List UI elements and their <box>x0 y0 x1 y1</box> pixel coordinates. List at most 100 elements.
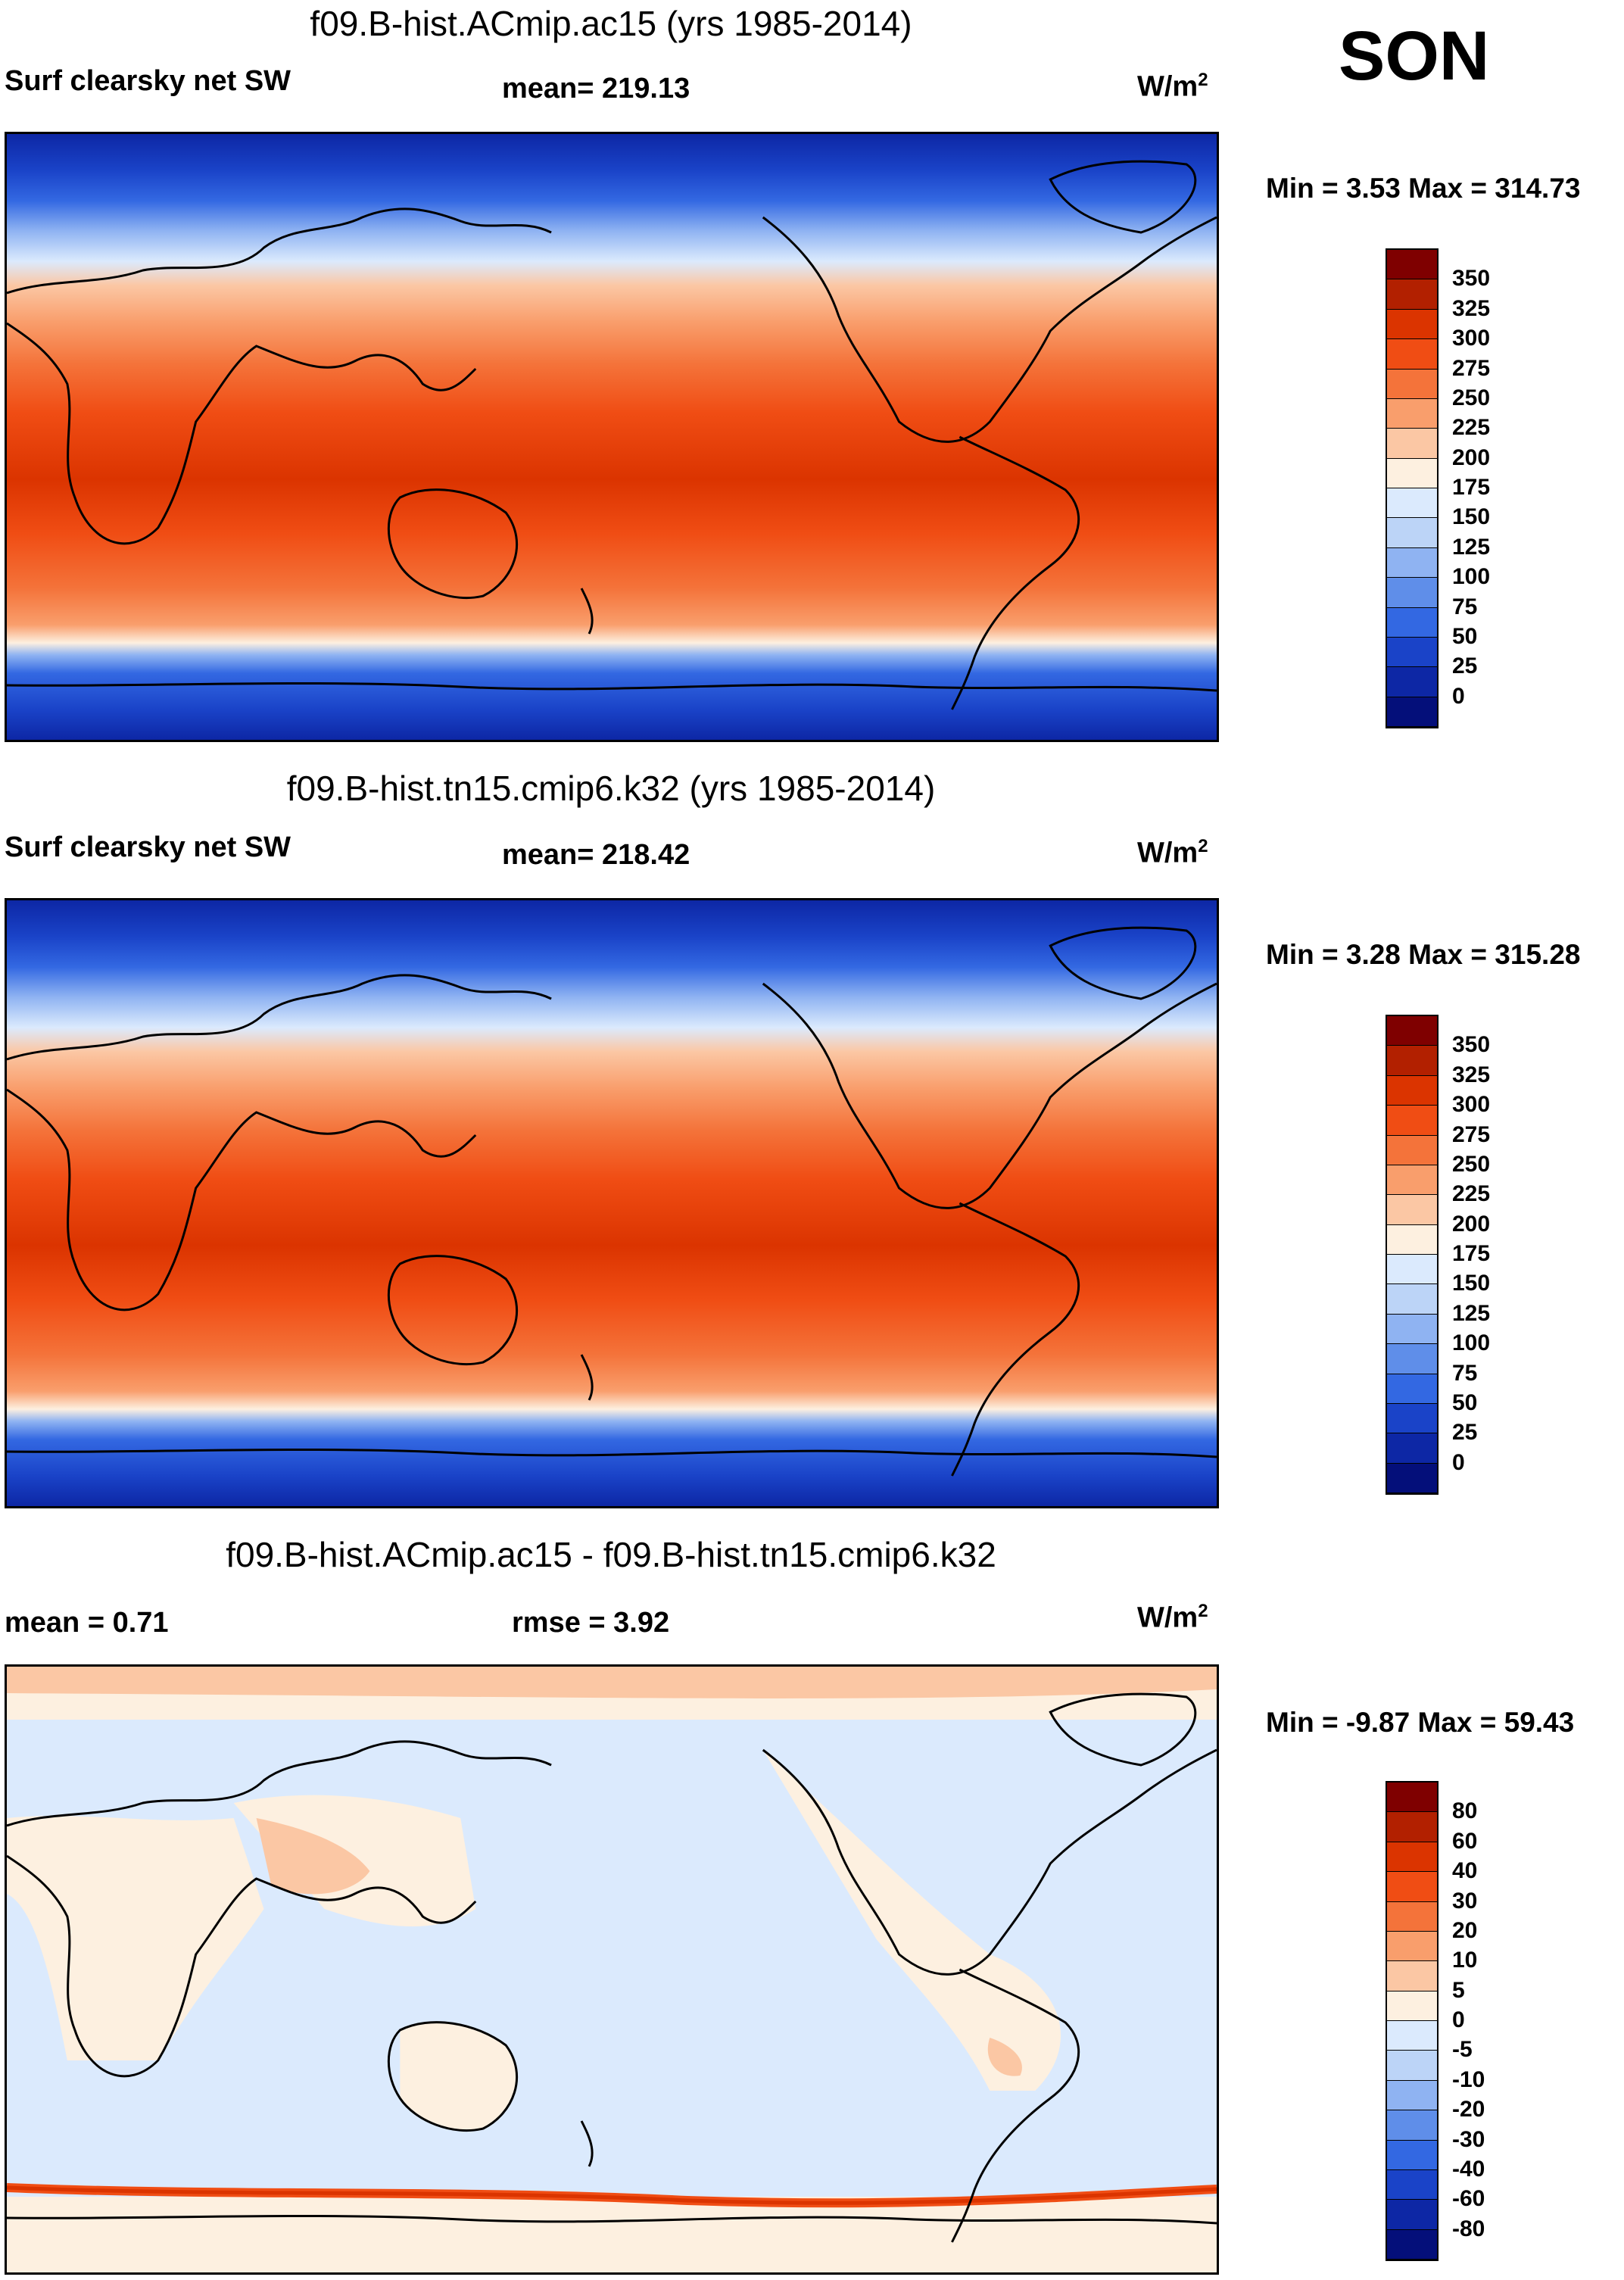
colorbar-tick-label: 100 <box>1452 1330 1491 1356</box>
colorbar-segment <box>1387 667 1437 697</box>
panel3-colorbar <box>1386 1781 1439 2261</box>
colorbar-tick-label: 125 <box>1452 1300 1491 1326</box>
colorbar-tick-label: 40 <box>1452 1858 1478 1884</box>
colorbar-tick-label: 75 <box>1452 1360 1478 1386</box>
colorbar-segment <box>1387 1374 1437 1404</box>
colorbar-segment <box>1387 1901 1437 1932</box>
panel2-map <box>5 898 1219 1508</box>
colorbar-tick-label: -30 <box>1452 2126 1485 2152</box>
panel2-minmax: Min = 3.28 Max = 315.28 <box>1266 939 1581 970</box>
colorbar-segment <box>1387 2051 1437 2081</box>
colorbar-tick-label: 325 <box>1452 1062 1491 1087</box>
colorbar-tick-label: 0 <box>1452 2007 1465 2032</box>
colorbar-segment <box>1387 339 1437 370</box>
colorbar-segment <box>1387 1314 1437 1345</box>
colorbar-segment <box>1387 2080 1437 2111</box>
panel1-map-svg <box>7 134 1217 740</box>
colorbar-segment <box>1387 2021 1437 2051</box>
colorbar-segment <box>1387 1872 1437 1902</box>
panel3-rmse-label: rmse = 3.92 <box>512 1607 670 1639</box>
panel1-units: W/m2 <box>1137 70 1208 103</box>
panel1-title: f09.B-hist.ACmip.ac15 (yrs 1985-2014) <box>310 4 912 43</box>
panel1-mean-label: mean= 219.13 <box>502 73 690 104</box>
colorbar-tick-label: 175 <box>1452 475 1491 500</box>
colorbar-segment <box>1387 2140 1437 2170</box>
colorbar-tick-label: 60 <box>1452 1828 1478 1854</box>
colorbar-tick-label: -5 <box>1452 2037 1473 2063</box>
colorbar-segment <box>1387 2200 1437 2230</box>
colorbar-segment <box>1387 1842 1437 1873</box>
colorbar-tick-label: 150 <box>1452 504 1491 530</box>
colorbar-tick-label: 275 <box>1452 1121 1491 1147</box>
panel2-map-svg <box>7 900 1217 1506</box>
colorbar-segment <box>1387 1075 1437 1106</box>
colorbar-segment <box>1387 1463 1437 1493</box>
colorbar-segment <box>1387 1046 1437 1076</box>
colorbar-tick-label: 0 <box>1452 1449 1465 1475</box>
colorbar-tick-label: 50 <box>1452 623 1478 649</box>
colorbar-segment <box>1387 1433 1437 1464</box>
colorbar-tick-label: 350 <box>1452 266 1491 292</box>
colorbar-tick-label: 250 <box>1452 385 1491 410</box>
colorbar-segment <box>1387 637 1437 668</box>
colorbar-segment <box>1387 1991 1437 2021</box>
colorbar-segment <box>1387 458 1437 488</box>
colorbar-tick-label: 275 <box>1452 355 1491 381</box>
colorbar-tick-label: 125 <box>1452 534 1491 560</box>
colorbar-segment <box>1387 1165 1437 1196</box>
colorbar-segment <box>1387 1344 1437 1374</box>
colorbar-tick-label: 200 <box>1452 1211 1491 1237</box>
panel3-minmax: Min = -9.87 Max = 59.43 <box>1266 1707 1575 1738</box>
colorbar-segment <box>1387 1106 1437 1136</box>
colorbar-tick-label: 250 <box>1452 1151 1491 1177</box>
colorbar-segment <box>1387 1961 1437 1991</box>
colorbar-segment <box>1387 250 1437 280</box>
colorbar-tick-label: 225 <box>1452 1181 1491 1207</box>
colorbar-tick-label: 350 <box>1452 1032 1491 1058</box>
colorbar-segment <box>1387 1195 1437 1225</box>
colorbar-segment <box>1387 279 1437 310</box>
colorbar-segment <box>1387 1016 1437 1046</box>
colorbar-tick-label: 225 <box>1452 415 1491 441</box>
colorbar-segment <box>1387 518 1437 548</box>
colorbar-tick-label: -40 <box>1452 2156 1485 2182</box>
colorbar-tick-label: 325 <box>1452 295 1491 321</box>
colorbar-tick-label: 30 <box>1452 1888 1478 1914</box>
colorbar-tick-label: 50 <box>1452 1390 1478 1415</box>
colorbar-segment <box>1387 697 1437 727</box>
colorbar-tick-label: 300 <box>1452 1092 1491 1118</box>
colorbar-segment <box>1387 1255 1437 1285</box>
panel2-mean-label: mean= 218.42 <box>502 839 690 871</box>
colorbar-tick-label: 20 <box>1452 1917 1478 1943</box>
colorbar-tick-label: 25 <box>1452 653 1478 679</box>
colorbar-tick-label: 10 <box>1452 1948 1478 1973</box>
colorbar-tick-label: -20 <box>1452 2097 1485 2122</box>
panel3-units: W/m2 <box>1137 1601 1208 1634</box>
colorbar-tick-label: -60 <box>1452 2186 1485 2212</box>
colorbar-segment <box>1387 2169 1437 2200</box>
colorbar-segment <box>1387 398 1437 429</box>
colorbar-segment <box>1387 2229 1437 2260</box>
colorbar-segment <box>1387 1284 1437 1315</box>
panel3-title: f09.B-hist.ACmip.ac15 - f09.B-hist.tn15.… <box>226 1535 996 1574</box>
colorbar-tick-label: 25 <box>1452 1420 1478 1446</box>
panel3-mean-label: mean = 0.71 <box>5 1607 169 1639</box>
colorbar-segment <box>1387 578 1437 608</box>
colorbar-tick-label: 175 <box>1452 1241 1491 1266</box>
colorbar-tick-label: 80 <box>1452 1798 1478 1824</box>
colorbar-segment <box>1387 2110 1437 2141</box>
colorbar-segment <box>1387 1135 1437 1165</box>
panel1-colorbar <box>1386 248 1439 728</box>
season-label: SON <box>1339 17 1490 95</box>
colorbar-segment <box>1387 369 1437 399</box>
colorbar-segment <box>1387 1224 1437 1255</box>
panel3-map-svg <box>7 1667 1217 2272</box>
colorbar-segment <box>1387 429 1437 459</box>
colorbar-segment <box>1387 1812 1437 1842</box>
colorbar-tick-label: 150 <box>1452 1271 1491 1296</box>
panel2-units: W/m2 <box>1137 836 1208 869</box>
colorbar-segment <box>1387 1931 1437 1962</box>
colorbar-tick-label: 5 <box>1452 1977 1465 2003</box>
colorbar-segment <box>1387 1403 1437 1434</box>
colorbar-segment <box>1387 309 1437 340</box>
